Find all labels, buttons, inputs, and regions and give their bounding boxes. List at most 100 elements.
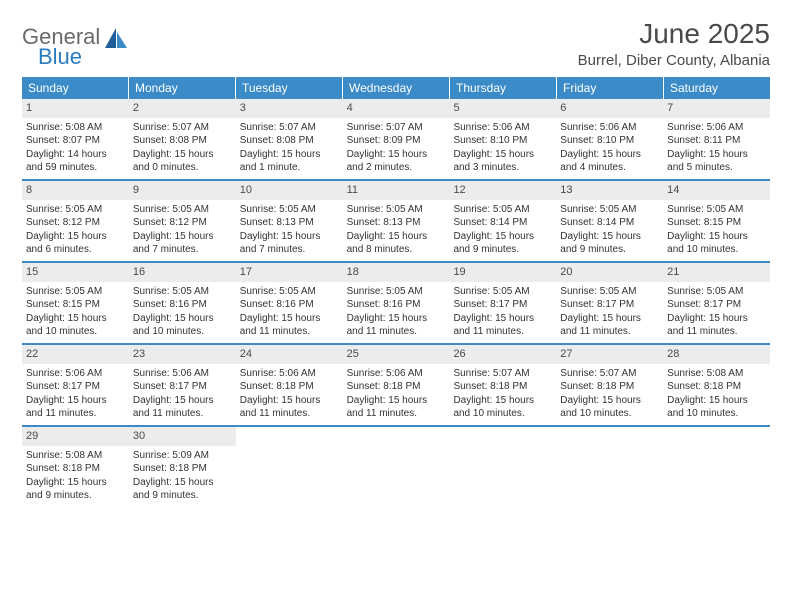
- day-number: 3: [236, 99, 343, 118]
- day-number: 1: [22, 99, 129, 118]
- day-sunset: Sunset: 8:16 PM: [347, 298, 446, 312]
- day-d1: Daylight: 15 hours: [26, 476, 125, 490]
- day-d1: Daylight: 15 hours: [133, 148, 232, 162]
- day-number: 15: [22, 263, 129, 282]
- day-number: 14: [663, 181, 770, 200]
- calendar-day: 18Sunrise: 5:05 AMSunset: 8:16 PMDayligh…: [343, 263, 450, 343]
- day-d2: and 9 minutes.: [560, 243, 659, 257]
- day-number: 20: [556, 263, 663, 282]
- day-sunset: Sunset: 8:18 PM: [667, 380, 766, 394]
- day-sunrise: Sunrise: 5:06 AM: [453, 121, 552, 135]
- day-d2: and 11 minutes.: [240, 407, 339, 421]
- day-d1: Daylight: 15 hours: [240, 312, 339, 326]
- day-sunrise: Sunrise: 5:06 AM: [347, 367, 446, 381]
- day-d2: and 10 minutes.: [26, 325, 125, 339]
- logo-sail-icon: [105, 28, 127, 48]
- calendar-day: 22Sunrise: 5:06 AMSunset: 8:17 PMDayligh…: [22, 345, 129, 425]
- calendar-day: 23Sunrise: 5:06 AMSunset: 8:17 PMDayligh…: [129, 345, 236, 425]
- day-number: 13: [556, 181, 663, 200]
- day-number: 24: [236, 345, 343, 364]
- day-sunrise: Sunrise: 5:05 AM: [26, 285, 125, 299]
- day-d2: and 11 minutes.: [347, 407, 446, 421]
- day-sunset: Sunset: 8:14 PM: [560, 216, 659, 230]
- calendar-day: 29Sunrise: 5:08 AMSunset: 8:18 PMDayligh…: [22, 427, 129, 509]
- day-number: 7: [663, 99, 770, 118]
- calendar-day: 25Sunrise: 5:06 AMSunset: 8:18 PMDayligh…: [343, 345, 450, 425]
- day-sunrise: Sunrise: 5:07 AM: [240, 121, 339, 135]
- day-number: 27: [556, 345, 663, 364]
- calendar-day: 16Sunrise: 5:05 AMSunset: 8:16 PMDayligh…: [129, 263, 236, 343]
- day-of-week-header: Friday: [557, 77, 664, 99]
- day-number: 23: [129, 345, 236, 364]
- day-d2: and 10 minutes.: [667, 407, 766, 421]
- day-sunset: Sunset: 8:13 PM: [347, 216, 446, 230]
- day-d1: Daylight: 15 hours: [560, 394, 659, 408]
- day-sunset: Sunset: 8:17 PM: [667, 298, 766, 312]
- day-sunset: Sunset: 8:09 PM: [347, 134, 446, 148]
- day-number: 16: [129, 263, 236, 282]
- day-sunrise: Sunrise: 5:05 AM: [240, 285, 339, 299]
- day-d1: Daylight: 15 hours: [347, 148, 446, 162]
- days-of-week-row: SundayMondayTuesdayWednesdayThursdayFrid…: [22, 77, 770, 99]
- day-sunrise: Sunrise: 5:06 AM: [667, 121, 766, 135]
- day-sunrise: Sunrise: 5:08 AM: [26, 121, 125, 135]
- calendar-day: 26Sunrise: 5:07 AMSunset: 8:18 PMDayligh…: [449, 345, 556, 425]
- day-sunset: Sunset: 8:18 PM: [240, 380, 339, 394]
- day-number: 4: [343, 99, 450, 118]
- day-d1: Daylight: 15 hours: [26, 394, 125, 408]
- day-d2: and 59 minutes.: [26, 161, 125, 175]
- week-row: 22Sunrise: 5:06 AMSunset: 8:17 PMDayligh…: [22, 345, 770, 427]
- calendar-day: 11Sunrise: 5:05 AMSunset: 8:13 PMDayligh…: [343, 181, 450, 261]
- day-number: 28: [663, 345, 770, 364]
- day-d1: Daylight: 15 hours: [240, 230, 339, 244]
- calendar-day: 19Sunrise: 5:05 AMSunset: 8:17 PMDayligh…: [449, 263, 556, 343]
- day-d2: and 4 minutes.: [560, 161, 659, 175]
- day-of-week-header: Monday: [129, 77, 236, 99]
- calendar-day: .: [236, 427, 343, 509]
- location: Burrel, Diber County, Albania: [578, 52, 770, 69]
- day-number: 2: [129, 99, 236, 118]
- calendar-day: 17Sunrise: 5:05 AMSunset: 8:16 PMDayligh…: [236, 263, 343, 343]
- day-d2: and 9 minutes.: [26, 489, 125, 503]
- day-sunset: Sunset: 8:14 PM: [453, 216, 552, 230]
- calendar-day: 1Sunrise: 5:08 AMSunset: 8:07 PMDaylight…: [22, 99, 129, 179]
- day-d2: and 1 minute.: [240, 161, 339, 175]
- day-sunrise: Sunrise: 5:05 AM: [560, 203, 659, 217]
- day-d2: and 5 minutes.: [667, 161, 766, 175]
- day-d1: Daylight: 15 hours: [133, 230, 232, 244]
- month-title: June 2025: [578, 18, 770, 50]
- calendar-day: 28Sunrise: 5:08 AMSunset: 8:18 PMDayligh…: [663, 345, 770, 425]
- day-d2: and 11 minutes.: [453, 325, 552, 339]
- day-d2: and 11 minutes.: [560, 325, 659, 339]
- day-d1: Daylight: 15 hours: [667, 312, 766, 326]
- day-d1: Daylight: 15 hours: [667, 230, 766, 244]
- day-d2: and 10 minutes.: [560, 407, 659, 421]
- day-sunset: Sunset: 8:12 PM: [26, 216, 125, 230]
- day-sunrise: Sunrise: 5:06 AM: [133, 367, 232, 381]
- day-sunrise: Sunrise: 5:05 AM: [667, 285, 766, 299]
- day-number: 5: [449, 99, 556, 118]
- day-number: 25: [343, 345, 450, 364]
- day-sunrise: Sunrise: 5:05 AM: [453, 203, 552, 217]
- day-d2: and 11 minutes.: [667, 325, 766, 339]
- day-d1: Daylight: 15 hours: [667, 148, 766, 162]
- day-sunset: Sunset: 8:16 PM: [240, 298, 339, 312]
- calendar-day: 8Sunrise: 5:05 AMSunset: 8:12 PMDaylight…: [22, 181, 129, 261]
- day-number: 6: [556, 99, 663, 118]
- day-sunset: Sunset: 8:12 PM: [133, 216, 232, 230]
- calendar-day: 15Sunrise: 5:05 AMSunset: 8:15 PMDayligh…: [22, 263, 129, 343]
- day-of-week-header: Wednesday: [343, 77, 450, 99]
- day-of-week-header: Tuesday: [236, 77, 343, 99]
- day-d1: Daylight: 15 hours: [26, 312, 125, 326]
- day-sunset: Sunset: 8:18 PM: [133, 462, 232, 476]
- day-sunrise: Sunrise: 5:05 AM: [453, 285, 552, 299]
- week-row: 8Sunrise: 5:05 AMSunset: 8:12 PMDaylight…: [22, 181, 770, 263]
- day-sunset: Sunset: 8:15 PM: [667, 216, 766, 230]
- day-number: 22: [22, 345, 129, 364]
- day-sunset: Sunset: 8:11 PM: [667, 134, 766, 148]
- header: General Blue June 2025 Burrel, Diber Cou…: [22, 18, 770, 69]
- day-d2: and 10 minutes.: [667, 243, 766, 257]
- calendar-day: .: [449, 427, 556, 509]
- day-d2: and 11 minutes.: [133, 407, 232, 421]
- title-block: June 2025 Burrel, Diber County, Albania: [578, 18, 770, 69]
